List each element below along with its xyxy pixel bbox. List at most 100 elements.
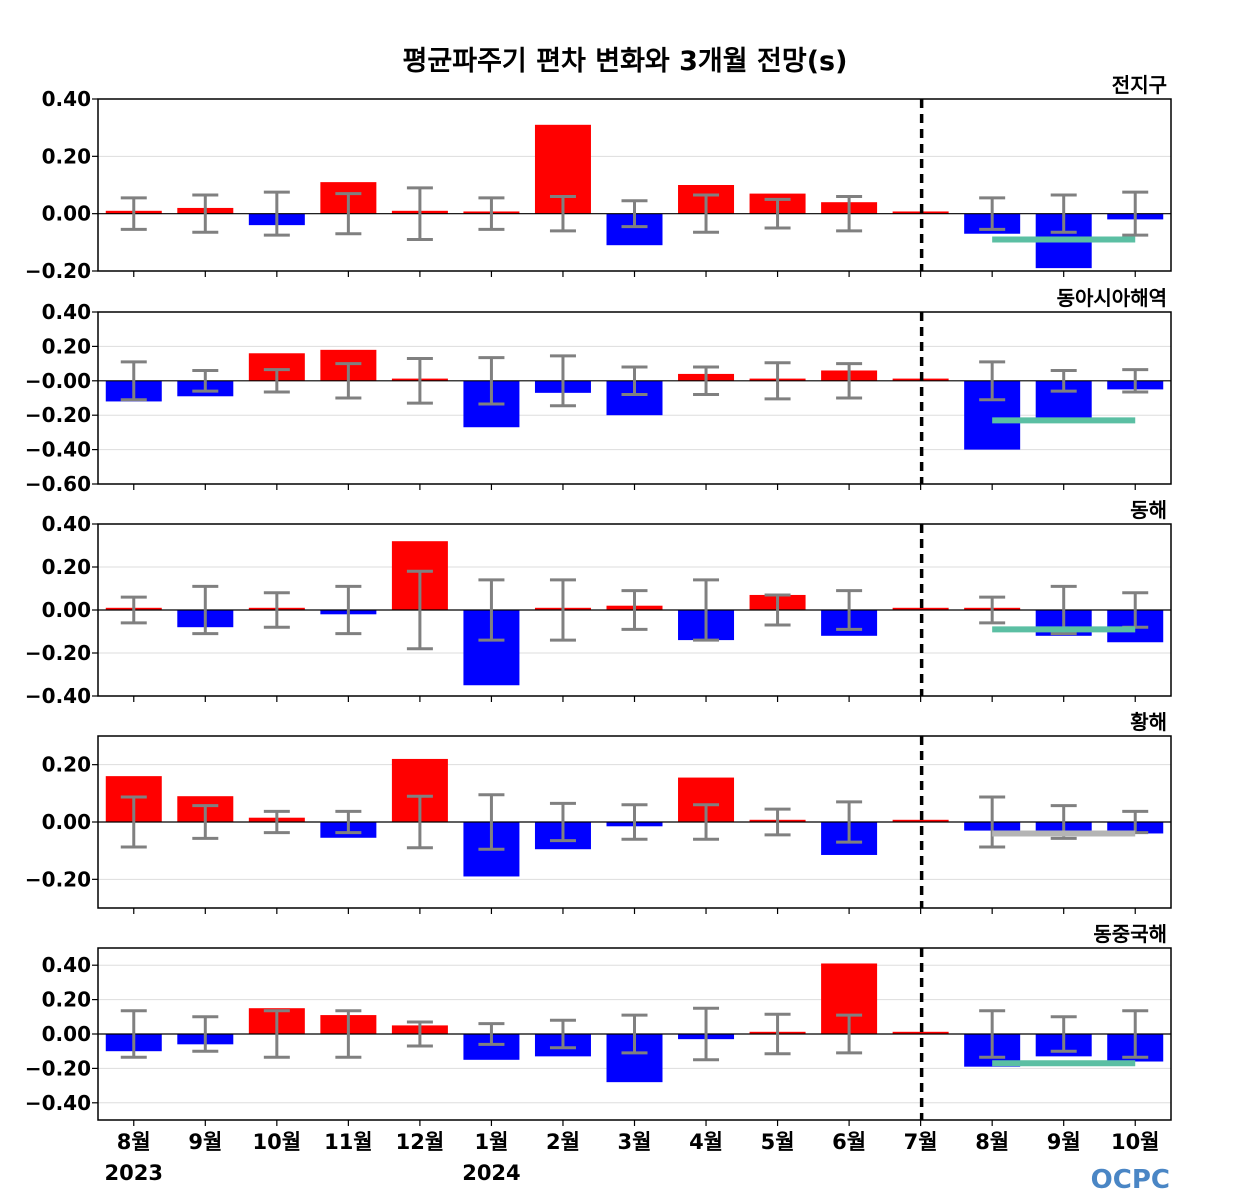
error-bar — [764, 197, 791, 230]
x-tick-label: 9월 — [188, 1130, 222, 1154]
panel-1: 0.40 0.20 0.00 −0.20 전지구 — [25, 73, 1172, 283]
error-bar — [836, 194, 863, 233]
error-bar — [693, 1006, 720, 1062]
error-bar — [192, 368, 219, 393]
region-label: 동해 — [1130, 498, 1167, 522]
error-bar — [1050, 368, 1077, 393]
error-bar — [192, 193, 219, 234]
y-tick-label: 0.00 — [42, 1022, 91, 1046]
y-tick-label: 0.20 — [42, 753, 91, 777]
error-bar — [406, 569, 433, 651]
error-bar — [836, 800, 863, 844]
error-bar — [979, 595, 1006, 625]
error-bar — [764, 1012, 791, 1056]
y-tick-label: −0.60 — [25, 472, 91, 496]
x-tick-label: 10월 — [1111, 1130, 1160, 1154]
error-bar — [979, 795, 1006, 849]
bar — [892, 819, 949, 822]
y-tick-label: 0.00 — [42, 598, 91, 622]
error-bar — [1122, 368, 1149, 394]
y-tick-label: −0.20 — [25, 259, 91, 283]
error-bar — [549, 801, 576, 843]
region-label: 동아시아해역 — [1057, 286, 1167, 310]
error-bar — [192, 1015, 219, 1053]
error-bar — [1050, 584, 1077, 636]
x-tick-label: 2월 — [546, 1130, 580, 1154]
x-tick-label: 11월 — [324, 1130, 373, 1154]
chart-panels: 0.40 0.20 0.00 −0.20 전지구 0.40 0.20 −0.00 −0.20 −0… — [25, 73, 1172, 1126]
error-bar — [263, 1009, 290, 1059]
x-tick-label: 10월 — [253, 1130, 302, 1154]
error-bar — [478, 793, 505, 851]
error-bar — [335, 1009, 362, 1059]
error-bar — [549, 354, 576, 408]
y-tick-label: −0.20 — [25, 403, 91, 427]
y-tick-label: 0.20 — [42, 334, 91, 358]
error-bar — [478, 1022, 505, 1046]
error-bar — [478, 356, 505, 406]
error-bar — [549, 1018, 576, 1050]
error-bar — [478, 578, 505, 642]
error-bar — [764, 593, 791, 627]
x-tick-label: 8월 — [975, 1130, 1009, 1154]
x-tick-label: 5월 — [761, 1130, 795, 1154]
ocpc-logo: OCPC — [1091, 1165, 1170, 1195]
error-bar — [478, 196, 505, 231]
error-bar — [120, 795, 147, 849]
error-bar — [335, 809, 362, 835]
error-bar — [621, 1013, 648, 1055]
error-bar — [120, 1009, 147, 1059]
x-tick-label: 9월 — [1047, 1130, 1081, 1154]
error-bar — [621, 365, 648, 397]
year-label: 2023 — [105, 1161, 163, 1185]
region-label: 황해 — [1130, 710, 1167, 734]
error-bar — [1122, 1009, 1149, 1059]
error-bar — [263, 591, 290, 629]
error-bar — [263, 809, 290, 835]
error-bar — [120, 360, 147, 402]
error-bar — [192, 804, 219, 840]
panel-5: 0.40 0.20 0.00 −0.20 −0.40 동중국해 — [25, 922, 1172, 1126]
error-bar — [406, 356, 433, 405]
error-bar — [335, 584, 362, 636]
y-tick-label: 0.20 — [42, 988, 91, 1012]
error-bar — [192, 584, 219, 636]
y-tick-label: −0.40 — [25, 684, 91, 708]
panel-3: 0.40 0.20 0.00 −0.20 −0.40 동해 — [25, 498, 1172, 708]
error-bar — [764, 361, 791, 401]
region-label: 전지구 — [1112, 73, 1167, 97]
y-tick-label: 0.20 — [42, 144, 91, 168]
error-bar — [1050, 1015, 1077, 1053]
bar — [892, 607, 949, 610]
error-bar — [836, 362, 863, 400]
error-bar — [549, 194, 576, 233]
error-bar — [335, 362, 362, 400]
x-tick-label: 4월 — [689, 1130, 723, 1154]
error-bar — [621, 199, 648, 229]
panel-frame — [97, 735, 1172, 909]
y-tick-label: 0.20 — [42, 555, 91, 579]
panel-4: 0.20 0.00 −0.20 황해 — [25, 710, 1172, 914]
error-bar — [406, 794, 433, 850]
panel-frame — [97, 523, 1172, 697]
year-label: 2024 — [462, 1161, 520, 1185]
x-tick-label: 8월 — [117, 1130, 151, 1154]
y-tick-label: 0.40 — [42, 300, 91, 324]
error-bar — [263, 368, 290, 394]
y-tick-label: −0.40 — [25, 1091, 91, 1115]
y-tick-label: 0.40 — [42, 953, 91, 977]
error-bar — [979, 196, 1006, 231]
y-tick-label: −0.20 — [25, 641, 91, 665]
error-bar — [1122, 190, 1149, 237]
y-tick-label: 0.40 — [42, 512, 91, 536]
error-bar — [120, 595, 147, 625]
panel-frame — [97, 311, 1172, 485]
error-bar — [406, 1020, 433, 1048]
y-tick-label: −0.40 — [25, 438, 91, 462]
error-bar — [693, 578, 720, 642]
x-tick-label: 6월 — [832, 1130, 866, 1154]
error-bar — [693, 193, 720, 234]
error-bar — [621, 803, 648, 841]
error-bar — [693, 803, 720, 841]
panel-frame — [97, 98, 1172, 272]
